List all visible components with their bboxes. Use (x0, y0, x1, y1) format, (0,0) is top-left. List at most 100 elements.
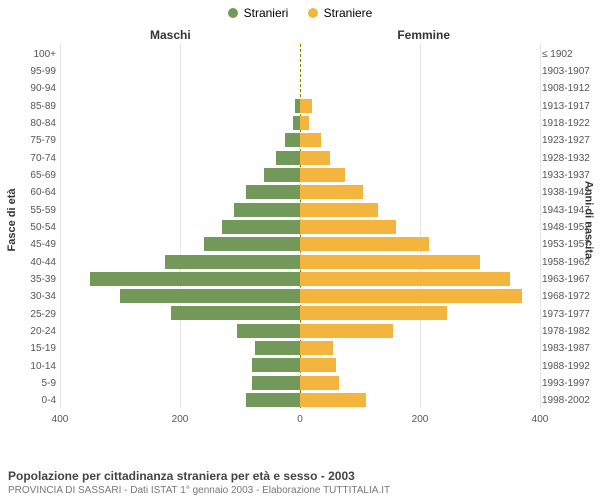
y-tick-age: 50-54 (4, 220, 56, 236)
y-tick-age: 5-9 (4, 376, 56, 392)
population-pyramid-chart: Stranieri Straniere Maschi Femmine Fasce… (0, 0, 600, 500)
y-tick-age: 100+ (4, 47, 56, 63)
table-row (60, 202, 540, 218)
bar-male (252, 376, 300, 390)
legend: Stranieri Straniere (0, 6, 600, 21)
bar-male (165, 255, 300, 269)
x-tick: 200 (172, 414, 189, 425)
table-row (60, 98, 540, 114)
y-tick-birth: 1943-1947 (542, 203, 598, 219)
table-row (60, 375, 540, 391)
bar-male (276, 151, 300, 165)
bar-female (300, 133, 321, 147)
bar-female (300, 168, 345, 182)
y-tick-birth: ≤ 1902 (542, 47, 598, 63)
footer-title: Popolazione per cittadinanza straniera p… (8, 469, 592, 483)
y-tick-age: 55-59 (4, 203, 56, 219)
y-tick-age: 95-99 (4, 64, 56, 80)
grid-line (540, 44, 541, 408)
y-tick-birth: 1913-1917 (542, 99, 598, 115)
bar-female (300, 237, 429, 251)
bar-male (204, 237, 300, 251)
table-row (60, 392, 540, 408)
legend-label-female: Straniere (324, 6, 373, 20)
y-tick-birth: 1928-1932 (542, 151, 598, 167)
bar-female (300, 358, 336, 372)
y-tick-birth: 1998-2002 (542, 393, 598, 409)
y-tick-birth: 1903-1907 (542, 64, 598, 80)
bar-female (300, 272, 510, 286)
bar-male (90, 272, 300, 286)
legend-item-female: Straniere (308, 6, 373, 20)
y-tick-age: 40-44 (4, 255, 56, 271)
y-tick-birth: 1963-1967 (542, 272, 598, 288)
table-row (60, 236, 540, 252)
bar-male (264, 168, 300, 182)
y-tick-age: 15-19 (4, 341, 56, 357)
bar-female (300, 376, 339, 390)
bar-female (300, 393, 366, 407)
y-tick-birth: 1923-1927 (542, 133, 598, 149)
x-tick: 0 (297, 414, 303, 425)
chart-footer: Popolazione per cittadinanza straniera p… (8, 469, 592, 496)
table-row (60, 340, 540, 356)
y-tick-birth: 1983-1987 (542, 341, 598, 357)
y-tick-age: 80-84 (4, 116, 56, 132)
y-tick-age: 90-94 (4, 81, 56, 97)
bar-female (300, 203, 378, 217)
x-tick: 400 (532, 414, 549, 425)
bar-male (293, 116, 300, 130)
y-tick-birth: 1938-1942 (542, 185, 598, 201)
column-title-male: Maschi (150, 28, 191, 42)
table-row (60, 254, 540, 270)
table-row (60, 63, 540, 79)
y-tick-age: 30-34 (4, 289, 56, 305)
y-tick-age: 25-29 (4, 307, 56, 323)
x-axis: 4002000200400 (60, 414, 540, 434)
table-row (60, 357, 540, 373)
y-tick-birth: 1988-1992 (542, 359, 598, 375)
y-tick-age: 65-69 (4, 168, 56, 184)
table-row (60, 184, 540, 200)
legend-dot-male (228, 8, 238, 18)
table-row (60, 323, 540, 339)
y-tick-age: 20-24 (4, 324, 56, 340)
bar-male (246, 185, 300, 199)
y-tick-birth: 1948-1952 (542, 220, 598, 236)
bar-male (237, 324, 300, 338)
bar-female (300, 306, 447, 320)
bar-female (300, 255, 480, 269)
bar-male (171, 306, 300, 320)
table-row (60, 46, 540, 62)
bar-male (222, 220, 300, 234)
bar-male (252, 358, 300, 372)
table-row (60, 305, 540, 321)
y-tick-birth: 1993-1997 (542, 376, 598, 392)
y-tick-age: 70-74 (4, 151, 56, 167)
bar-male (120, 289, 300, 303)
y-tick-birth: 1908-1912 (542, 81, 598, 97)
y-tick-age: 0-4 (4, 393, 56, 409)
table-row (60, 115, 540, 131)
table-row (60, 219, 540, 235)
y-tick-birth: 1968-1972 (542, 289, 598, 305)
y-tick-birth: 1958-1962 (542, 255, 598, 271)
y-tick-age: 75-79 (4, 133, 56, 149)
x-tick: 200 (412, 414, 429, 425)
bar-female (300, 116, 309, 130)
bar-female (300, 341, 333, 355)
y-tick-age: 85-89 (4, 99, 56, 115)
table-row (60, 150, 540, 166)
table-row (60, 81, 540, 97)
bar-male (255, 341, 300, 355)
y-tick-birth: 1933-1937 (542, 168, 598, 184)
table-row (60, 288, 540, 304)
plot-area (60, 44, 540, 434)
column-title-female: Femmine (397, 28, 450, 42)
y-tick-birth: 1918-1922 (542, 116, 598, 132)
bar-female (300, 99, 312, 113)
y-tick-age: 10-14 (4, 359, 56, 375)
bar-female (300, 151, 330, 165)
bar-male (234, 203, 300, 217)
footer-subtitle: PROVINCIA DI SASSARI - Dati ISTAT 1° gen… (8, 485, 592, 496)
